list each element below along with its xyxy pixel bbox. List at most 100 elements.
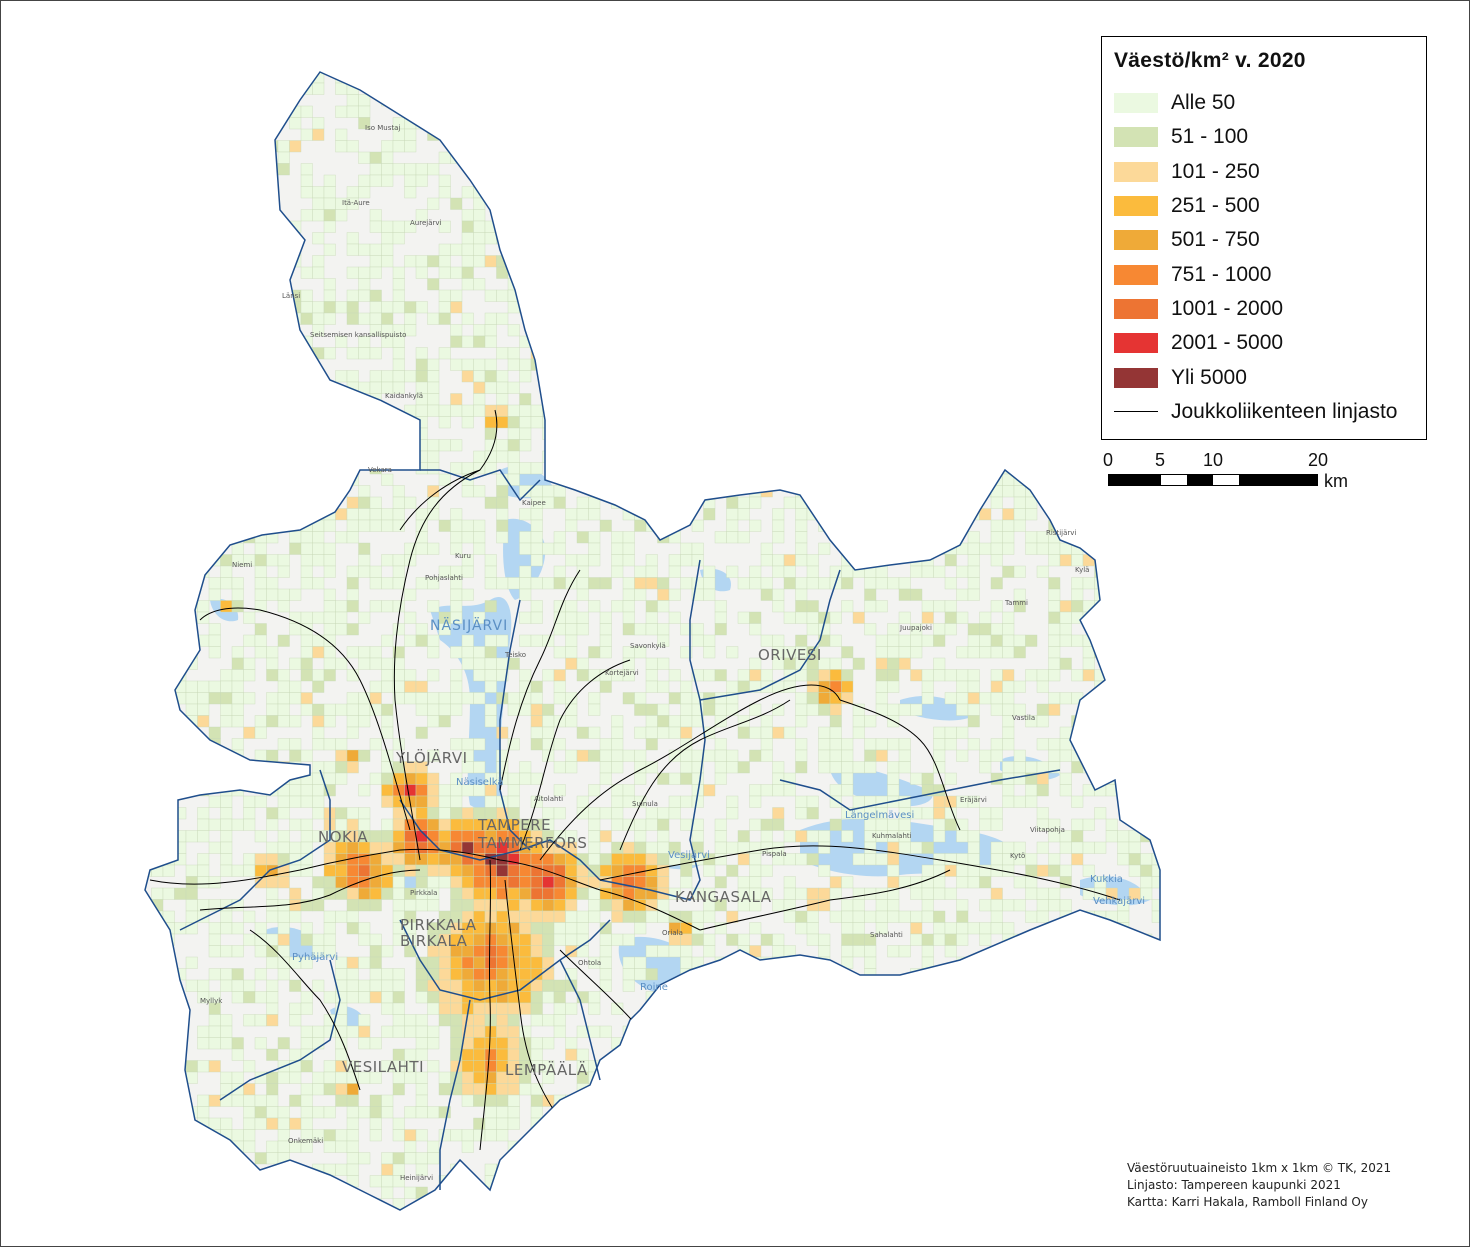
grid-cell bbox=[438, 1129, 451, 1142]
grid-cell bbox=[806, 117, 819, 130]
grid-cell bbox=[404, 588, 417, 601]
grid-cell bbox=[1151, 531, 1160, 544]
grid-cell bbox=[553, 105, 566, 118]
grid-cell bbox=[185, 542, 198, 555]
grid-cell bbox=[553, 991, 566, 1004]
grid-cell bbox=[944, 600, 957, 613]
grid-cell bbox=[1105, 761, 1118, 774]
grid-cell bbox=[231, 588, 244, 601]
grid-cell bbox=[818, 738, 831, 751]
grid-cell bbox=[818, 864, 831, 877]
grid-cell bbox=[220, 968, 233, 981]
grid-cell bbox=[1117, 565, 1130, 578]
grid-cell bbox=[944, 726, 957, 739]
grid-cell bbox=[300, 186, 313, 199]
grid-cell bbox=[760, 715, 773, 728]
grid-cell bbox=[1025, 404, 1038, 417]
grid-cell bbox=[611, 853, 624, 866]
grid-cell bbox=[806, 922, 819, 935]
grid-cell bbox=[921, 186, 934, 199]
grid-cell bbox=[507, 784, 520, 797]
grid-cell bbox=[323, 876, 336, 889]
grid-cell bbox=[231, 289, 244, 302]
grid-cell bbox=[415, 703, 428, 716]
grid-cell bbox=[588, 991, 601, 1004]
grid-cell bbox=[829, 197, 842, 210]
grid-cell bbox=[381, 1106, 394, 1119]
grid-cell bbox=[576, 232, 589, 245]
grid-cell bbox=[185, 117, 198, 130]
grid-cell bbox=[145, 232, 152, 245]
grid-cell bbox=[519, 232, 532, 245]
grid-cell bbox=[967, 1198, 980, 1210]
grid-cell bbox=[875, 657, 888, 670]
grid-cell bbox=[645, 818, 658, 831]
grid-cell bbox=[1059, 462, 1072, 475]
grid-cell bbox=[818, 703, 831, 716]
grid-cell bbox=[565, 94, 578, 107]
grid-cell bbox=[1140, 726, 1153, 739]
grid-cell bbox=[841, 577, 854, 590]
grid-cell bbox=[1140, 1060, 1153, 1073]
grid-cell bbox=[588, 128, 601, 141]
grid-cell bbox=[967, 335, 980, 348]
grid-cell bbox=[1151, 1140, 1160, 1153]
grid-cell bbox=[806, 1083, 819, 1096]
grid-cell bbox=[542, 991, 555, 1004]
grid-cell bbox=[944, 1060, 957, 1073]
grid-cell bbox=[346, 289, 359, 302]
grid-cell bbox=[174, 289, 187, 302]
grid-cell bbox=[565, 289, 578, 302]
grid-cell bbox=[208, 542, 221, 555]
grid-cell bbox=[266, 588, 279, 601]
grid-cell bbox=[140, 60, 152, 72]
grid-cell bbox=[145, 117, 152, 130]
grid-cell bbox=[289, 335, 302, 348]
grid-cell bbox=[565, 358, 578, 371]
grid-cell bbox=[645, 807, 658, 820]
grid-cell bbox=[921, 358, 934, 371]
grid-cell bbox=[174, 197, 187, 210]
grid-cell bbox=[197, 1060, 210, 1073]
grid-cell bbox=[162, 738, 175, 751]
grid-cell bbox=[542, 1198, 555, 1210]
grid-cell bbox=[542, 358, 555, 371]
grid-cell bbox=[553, 738, 566, 751]
grid-cell bbox=[875, 738, 888, 751]
grid-cell bbox=[358, 312, 371, 325]
grid-cell bbox=[967, 1025, 980, 1038]
grid-cell bbox=[519, 197, 532, 210]
grid-cell bbox=[369, 864, 382, 877]
grid-cell bbox=[473, 485, 486, 498]
grid-cell bbox=[990, 1083, 1003, 1096]
grid-cell bbox=[565, 933, 578, 946]
grid-cell bbox=[634, 232, 647, 245]
grid-cell bbox=[1013, 140, 1026, 153]
grid-cell bbox=[358, 807, 371, 820]
grid-cell bbox=[185, 887, 198, 900]
grid-cell bbox=[645, 611, 658, 624]
grid-cell bbox=[1128, 496, 1141, 509]
grid-cell bbox=[967, 1060, 980, 1073]
grid-cell bbox=[346, 232, 359, 245]
grid-cell bbox=[220, 1117, 233, 1130]
grid-cell bbox=[542, 1152, 555, 1165]
grid-cell bbox=[841, 209, 854, 222]
grid-cell bbox=[1025, 450, 1038, 463]
grid-cell bbox=[956, 680, 969, 693]
grid-cell bbox=[783, 1163, 796, 1176]
grid-cell bbox=[1105, 1071, 1118, 1084]
grid-cell bbox=[1105, 577, 1118, 590]
grid-cell bbox=[208, 473, 221, 486]
grid-cell bbox=[658, 60, 670, 72]
grid-cell bbox=[829, 749, 842, 762]
grid-cell bbox=[772, 266, 785, 279]
grid-cell bbox=[346, 979, 359, 992]
grid-cell bbox=[300, 450, 313, 463]
grid-cell bbox=[749, 151, 762, 164]
grid-cell bbox=[841, 266, 854, 279]
grid-cell bbox=[887, 853, 900, 866]
grid-cell bbox=[921, 979, 934, 992]
grid-cell bbox=[542, 220, 555, 233]
grid-cell bbox=[208, 1060, 221, 1073]
